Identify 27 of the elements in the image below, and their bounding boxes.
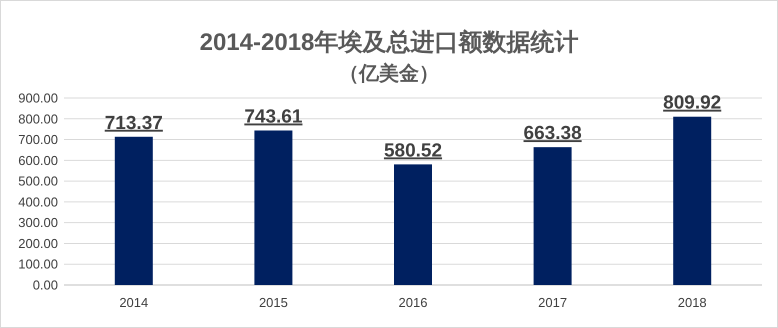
chart-subtitle: （亿美金） xyxy=(339,62,439,85)
x-tick-label: 2014 xyxy=(119,295,148,310)
data-label: 580.52 xyxy=(384,140,442,162)
x-tick-label: 2015 xyxy=(258,295,288,310)
y-tick-label: 800.00 xyxy=(18,111,58,126)
data-label: 713.37 xyxy=(104,112,163,134)
y-tick-label: 900.00 xyxy=(18,90,58,106)
y-tick-label: 0.00 xyxy=(32,278,58,292)
bar xyxy=(673,116,712,285)
x-tick-label: 2017 xyxy=(538,295,568,310)
x-tick-label: 2018 xyxy=(678,295,707,310)
data-label: 663.38 xyxy=(524,123,582,144)
bar xyxy=(254,130,292,285)
y-tick-label: 200.00 xyxy=(18,236,58,251)
data-label: 743.61 xyxy=(244,106,303,128)
x-tick-label: 2016 xyxy=(398,295,428,310)
bar xyxy=(534,147,572,285)
y-tick-label: 400.00 xyxy=(18,194,58,210)
bar xyxy=(114,136,153,285)
y-tick-label: 100.00 xyxy=(18,256,58,272)
y-tick-label: 300.00 xyxy=(18,215,58,230)
chart-title: 2014-2018年埃及总进口额数据统计 xyxy=(200,29,578,56)
y-tick-label: 500.00 xyxy=(18,174,58,189)
y-tick-label: 600.00 xyxy=(18,152,58,168)
y-tick-label: 700.00 xyxy=(18,132,58,148)
bar xyxy=(394,164,432,285)
data-label: 809.92 xyxy=(663,92,722,114)
